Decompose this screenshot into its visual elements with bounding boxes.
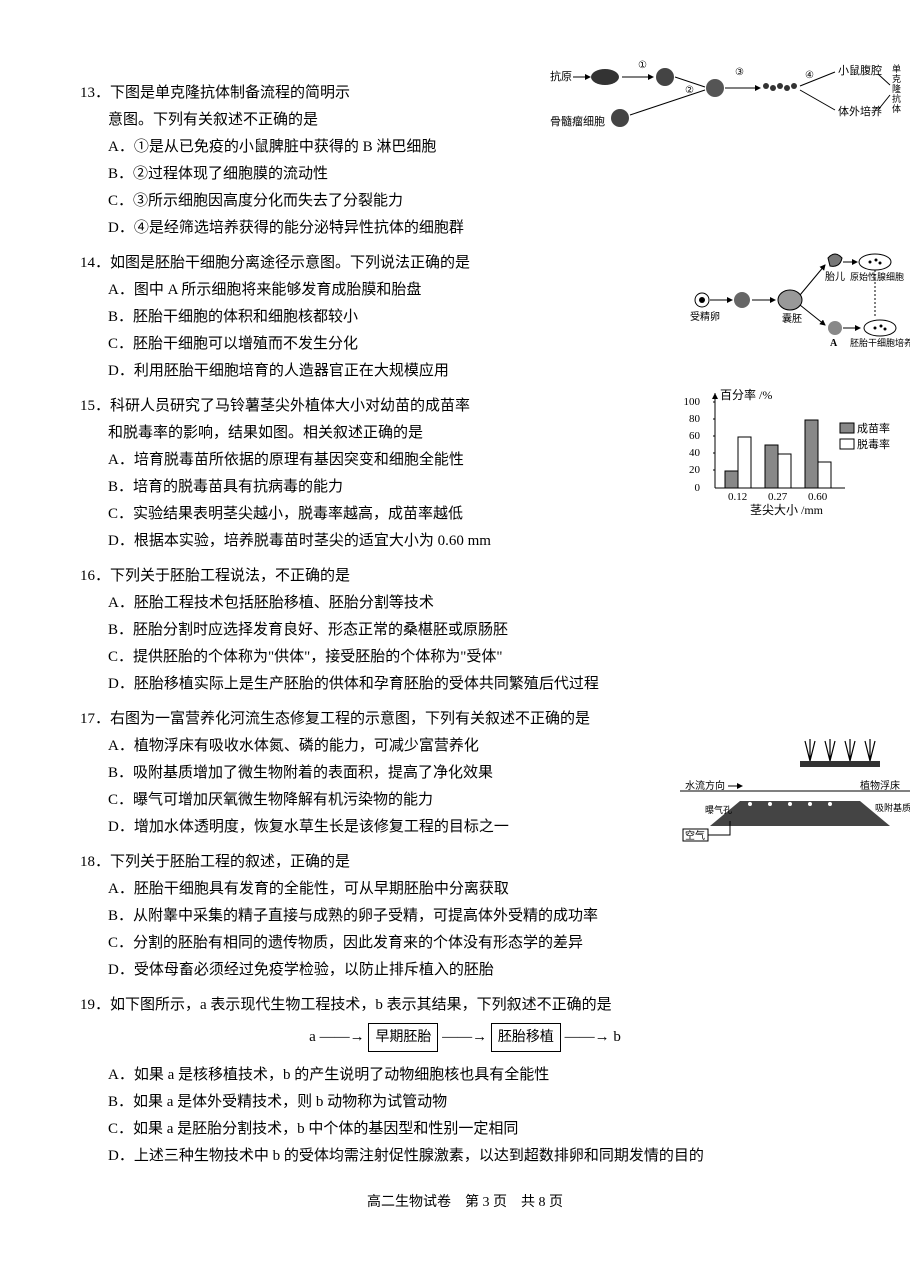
q18-optB: B．从附睾中采集的精子直接与成熟的卵子受精，可提高体外受精的成功率	[80, 903, 850, 930]
q16-optC: C．提供胚胎的个体称为"供体"，接受胚胎的个体称为"受体"	[80, 644, 850, 671]
q19-optA: A．如果 a 是核移植技术，b 的产生说明了动物细胞核也具有全能性	[80, 1062, 850, 1089]
svg-text:植物浮床: 植物浮床	[860, 779, 900, 792]
question-16: 16．下列关于胚胎工程说法，不正确的是 A．胚胎工程技术包括胚胎移植、胚胎分割等…	[80, 563, 850, 698]
svg-text:0.12: 0.12	[728, 491, 747, 503]
q13-optC: C．③所示细胞因高度分化而失去了分裂能力	[80, 188, 850, 215]
q16-optD: D．胚胎移植实际上是生产胚胎的供体和孕育胚胎的受体共同繁殖后代过程	[80, 671, 850, 698]
question-19: 19．如下图所示，a 表示现代生物工程技术，b 表示其结果，下列叙述不正确的是 …	[80, 992, 850, 1170]
svg-text:曝气孔: 曝气孔	[705, 804, 732, 815]
svg-text:④: ④	[805, 70, 814, 81]
q19-optC: C．如果 a 是胚胎分割技术，b 中个体的基因型和性别一定相同	[80, 1116, 850, 1143]
svg-text:胚胎干细胞培养: 胚胎干细胞培养	[850, 337, 910, 348]
q14-num: 14．	[80, 255, 110, 271]
q14-stem: 如图是胚胎干细胞分离途径示意图。下列说法正确的是	[110, 255, 470, 271]
svg-text:体外培养: 体外培养	[838, 104, 882, 118]
q17-stem: 右图为一富营养化河流生态修复工程的示意图，下列有关叙述不正确的是	[110, 711, 590, 727]
q16-stem: 下列关于胚胎工程说法，不正确的是	[110, 568, 350, 584]
svg-text:40: 40	[689, 447, 701, 459]
svg-text:脱毒率: 脱毒率	[857, 437, 890, 451]
q13-optD: D．④是经筛选培养获得的能分泌特异性抗体的细胞群	[80, 215, 850, 242]
q16-num: 16．	[80, 568, 110, 584]
q17-num: 17．	[80, 711, 110, 727]
svg-text:80: 80	[689, 413, 701, 425]
q16-optA: A．胚胎工程技术包括胚胎移植、胚胎分割等技术	[80, 590, 850, 617]
q15-chart: 百分率 /% 100 80 60 40 20 0 0.12 0.27 0.60 …	[680, 383, 900, 513]
svg-text:囊胚: 囊胚	[782, 312, 802, 325]
question-15: 百分率 /% 100 80 60 40 20 0 0.12 0.27 0.60 …	[80, 393, 850, 555]
q13-stem1: 下图是单克隆抗体制备流程的简明示	[110, 85, 350, 101]
svg-text:原始性腺细胞: 原始性腺细胞	[850, 271, 904, 282]
svg-text:成苗率: 成苗率	[857, 421, 890, 435]
q18-optA: A．胚胎干细胞具有发育的全能性，可从早期胚胎中分离获取	[80, 876, 850, 903]
q19-optB: B．如果 a 是体外受精技术，则 b 动物称为试管动物	[80, 1089, 850, 1116]
svg-text:吸附基质: 吸附基质	[875, 802, 910, 813]
flow-a: a	[309, 1029, 316, 1045]
flow-box1: 早期胚胎	[368, 1023, 438, 1052]
svg-text:骨髓瘤细胞: 骨髓瘤细胞	[550, 114, 605, 128]
flow-box2: 胚胎移植	[491, 1023, 561, 1052]
q13-figure: 抗原 ① ② 骨髓瘤细胞 ③ ④ 小鼠腹腔 体外培养 单 克 隆	[550, 60, 910, 130]
svg-text:100: 100	[684, 396, 701, 408]
svg-text:①: ①	[638, 60, 647, 71]
question-13: 抗原 ① ② 骨髓瘤细胞 ③ ④ 小鼠腹腔 体外培养 单 克 隆	[80, 80, 850, 242]
svg-text:60: 60	[689, 430, 701, 442]
svg-text:体: 体	[892, 103, 901, 114]
svg-text:茎尖大小 /mm: 茎尖大小 /mm	[750, 503, 824, 517]
svg-text:0: 0	[695, 482, 701, 494]
svg-text:③: ③	[735, 67, 744, 78]
svg-text:克: 克	[892, 74, 901, 84]
q19-num: 19．	[80, 997, 110, 1013]
question-18: 18．下列关于胚胎工程的叙述，正确的是 A．胚胎干细胞具有发育的全能性，可从早期…	[80, 849, 850, 984]
question-17: 水流方向 植物浮床 吸附基质 曝气孔 空气 17．右图为一富营养化河流生态修复工…	[80, 706, 850, 841]
svg-text:隆: 隆	[892, 83, 901, 94]
q15-stem1: 科研人员研究了马铃薯茎尖外植体大小对幼苗的成苗率	[110, 398, 470, 414]
svg-text:水流方向: 水流方向	[685, 779, 725, 792]
q13-optA: A．①是从已免疫的小鼠脾脏中获得的 B 淋巴细胞	[80, 134, 850, 161]
q14-figure: 受精卵 囊胚 胎儿 原始性腺细胞 A 胚胎干细胞培养	[690, 240, 910, 350]
q15-optD: D．根据本实验，培养脱毒苗时茎尖的适宜大小为 0.60 mm	[80, 528, 850, 555]
q14-optD: D．利用胚胎干细胞培育的人造器官正在大规模应用	[80, 358, 850, 385]
flow-b: b	[613, 1029, 621, 1045]
q19-stem: 如下图所示，a 表示现代生物工程技术，b 表示其结果，下列叙述不正确的是	[110, 997, 612, 1013]
q17-figure: 水流方向 植物浮床 吸附基质 曝气孔 空气	[680, 731, 910, 861]
page-footer: 高二生物试卷 第 3 页 共 8 页	[80, 1190, 850, 1215]
q13-num: 13．	[80, 85, 110, 101]
q13-optB: B．②过程体现了细胞膜的流动性	[80, 161, 850, 188]
q19-optD: D．上述三种生物技术中 b 的受体均需注射促性腺激素，以达到超数排卵和同期发情的…	[80, 1143, 850, 1170]
q18-optC: C．分割的胚胎有相同的遗传物质，因此发育来的个体没有形态学的差异	[80, 930, 850, 957]
svg-text:单: 单	[892, 63, 901, 74]
q16-optB: B．胚胎分割时应选择发育良好、形态正常的桑椹胚或原肠胚	[80, 617, 850, 644]
svg-text:0.27: 0.27	[768, 491, 788, 503]
svg-text:小鼠腹腔: 小鼠腹腔	[838, 63, 882, 77]
svg-text:抗: 抗	[892, 93, 901, 104]
svg-text:A: A	[830, 338, 838, 349]
question-14: 受精卵 囊胚 胎儿 原始性腺细胞 A 胚胎干细胞培养 14．如图是胚胎干细胞分离…	[80, 250, 850, 385]
svg-text:百分率 /%: 百分率 /%	[720, 387, 772, 402]
q18-optD: D．受体母畜必须经过免疫学检验，以防止排斥植入的胚胎	[80, 957, 850, 984]
svg-text:20: 20	[689, 464, 701, 476]
svg-text:受精卵: 受精卵	[690, 310, 720, 323]
q19-flow: a ——→ 早期胚胎 ——→ 胚胎移植 ——→ b	[80, 1023, 850, 1052]
svg-text:空气: 空气	[685, 829, 705, 842]
q18-stem: 下列关于胚胎工程的叙述，正确的是	[110, 854, 350, 870]
fig-label-antigen: 抗原	[550, 69, 572, 83]
q15-num: 15．	[80, 398, 110, 414]
q18-num: 18．	[80, 854, 110, 870]
svg-text:0.60: 0.60	[808, 491, 828, 503]
svg-text:胎儿: 胎儿	[825, 270, 845, 283]
